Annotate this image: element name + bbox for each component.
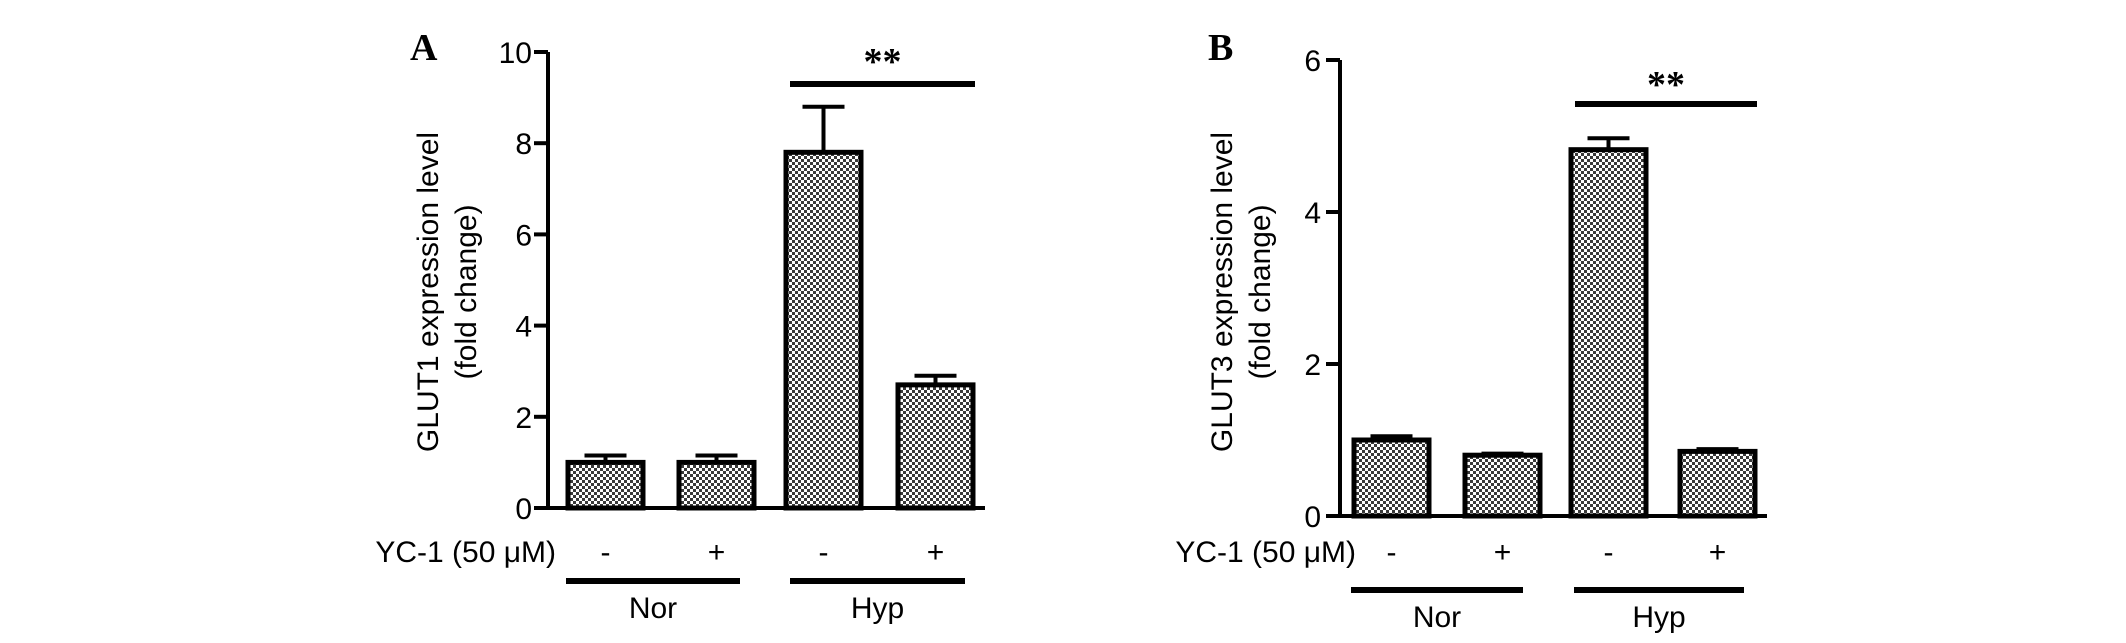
group-labels: Nor Hyp — [566, 578, 965, 625]
y-tick-label: 4 — [515, 311, 532, 344]
y-axis-title-line1: GLUT3 expression level — [1206, 132, 1239, 452]
bar — [895, 382, 976, 511]
panel-a: A GLUT1 expression level (fold change) Y… — [375, 27, 985, 625]
panel-label: A — [410, 27, 438, 69]
group-label: Nor — [1413, 601, 1461, 634]
bar — [565, 459, 646, 511]
panel-b: B GLUT3 expression level (fold change) Y… — [1175, 27, 1767, 634]
bar — [676, 459, 757, 511]
y-tick-label: 2 — [1304, 349, 1321, 382]
x-labels: - + - + — [1387, 536, 1727, 569]
bar — [1351, 437, 1432, 519]
bar — [1568, 147, 1649, 519]
significance-label: ** — [1647, 64, 1685, 106]
y-tick-label: 10 — [499, 37, 532, 70]
treatment-label: YC-1 (50 μM) — [1175, 536, 1356, 569]
y-tick-label: 4 — [1304, 197, 1321, 230]
y-tick-label: 6 — [515, 219, 532, 252]
significance: ** — [790, 41, 975, 87]
x-tick-label: + — [708, 536, 726, 569]
bars — [1351, 136, 1758, 519]
y-tick-label: 6 — [1304, 45, 1321, 78]
significance: ** — [1575, 64, 1757, 107]
x-tick-label: - — [1387, 536, 1397, 569]
y-axis-title-line1: GLUT1 expression level — [412, 132, 445, 452]
x-tick-label: + — [1494, 536, 1512, 569]
significance-label: ** — [864, 41, 902, 83]
bar — [1462, 452, 1543, 519]
y-tick-label: 0 — [1304, 501, 1321, 534]
x-tick-label: + — [927, 536, 945, 569]
y-tick-label: 0 — [515, 493, 532, 526]
bar — [783, 149, 864, 511]
x-tick-label: - — [601, 536, 611, 569]
y-tick-label: 2 — [515, 402, 532, 435]
x-tick-label: - — [1604, 536, 1614, 569]
x-labels: - + - + — [601, 536, 945, 569]
bars — [565, 104, 976, 511]
group-label: Hyp — [851, 592, 904, 625]
x-tick-label: + — [1709, 536, 1727, 569]
y-axis-title-line2: (fold change) — [450, 204, 483, 379]
group-label: Nor — [629, 592, 677, 625]
panel-label: B — [1208, 27, 1233, 69]
x-tick-label: - — [819, 536, 829, 569]
group-label: Hyp — [1632, 601, 1685, 634]
treatment-label: YC-1 (50 μM) — [375, 536, 556, 569]
bar — [1677, 448, 1758, 519]
group-labels: Nor Hyp — [1351, 587, 1744, 634]
y-tick-label: 8 — [515, 128, 532, 161]
y-axis-title-line2: (fold change) — [1244, 204, 1277, 379]
